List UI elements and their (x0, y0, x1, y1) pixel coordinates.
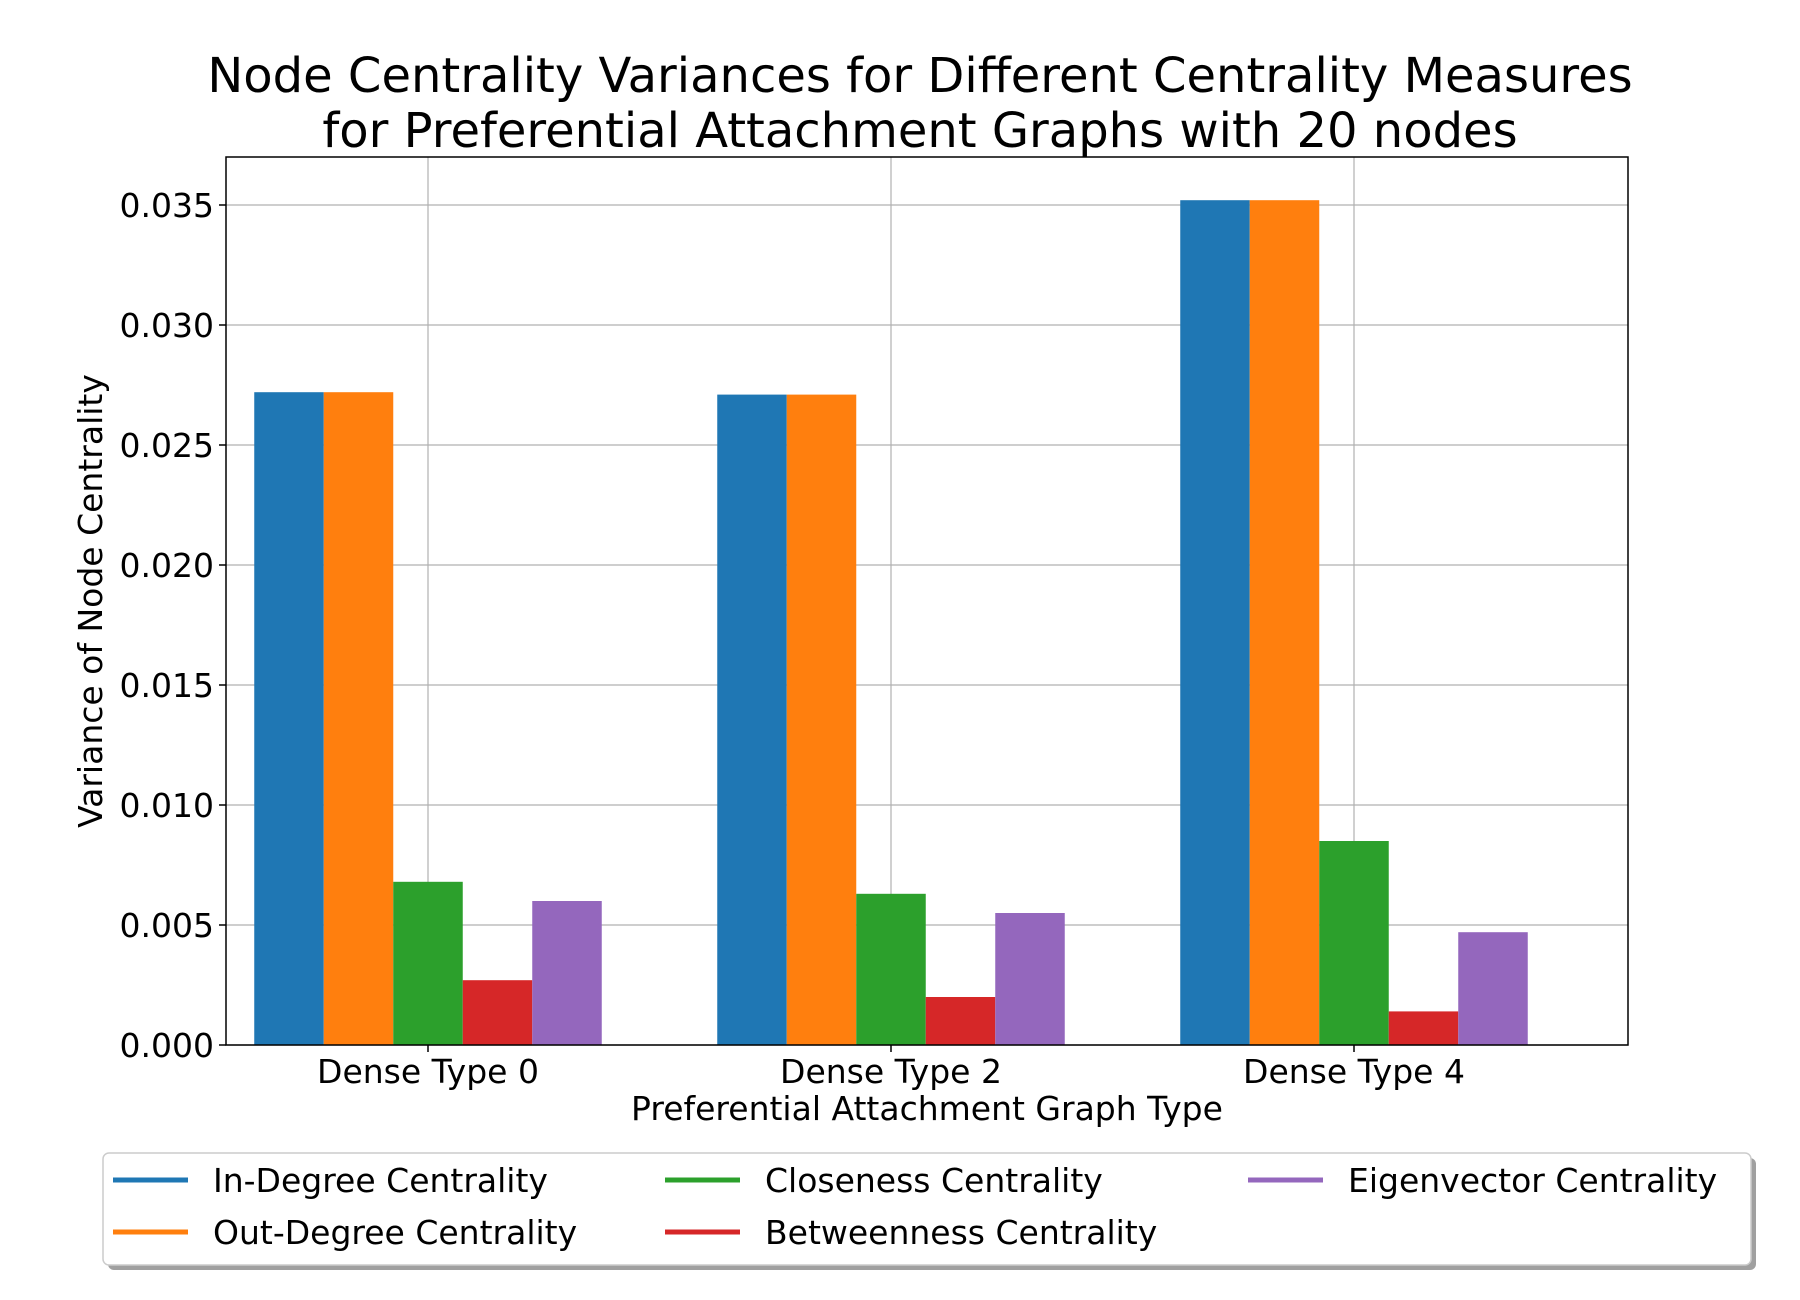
bar-4-1 (462, 980, 533, 1045)
bars (254, 200, 1528, 1046)
chart-title: Node Centrality Variances for Different … (207, 48, 1632, 159)
y-tick-label-1: 0.005 (120, 906, 214, 945)
bar-2-3 (1249, 200, 1320, 1045)
bar-5-3 (1458, 932, 1528, 1045)
y-tick-label-5: 0.025 (120, 426, 214, 465)
legend-label-3: Closeness Centrality (765, 1161, 1103, 1200)
bar-4-3 (1388, 1011, 1459, 1045)
legend-label-5: Eigenvector Centrality (1348, 1161, 1717, 1200)
bar-3-2 (856, 893, 926, 1045)
y-axis-label: Variance of Node Centrality (71, 374, 110, 828)
legend: In-Degree Centrality Out-Degree Centralit… (102, 1152, 1756, 1270)
plot-frame (225, 156, 1629, 1046)
bar-3-3 (1319, 841, 1389, 1045)
y-tick-label-0: 0.000 (120, 1026, 214, 1065)
y-tick-label-2: 0.010 (120, 786, 214, 825)
bar-2-1 (323, 392, 394, 1045)
bar-4-2 (925, 997, 996, 1045)
y-axis: 0.000 0.005 0.010 0.015 0.020 0.025 0.030 0.035 (120, 186, 226, 1065)
bar-1-2 (717, 394, 787, 1046)
bar-5-1 (532, 901, 602, 1045)
y-tick-label-6: 0.030 (120, 306, 214, 345)
x-tick-label-0: Dense Type 0 (317, 1052, 539, 1091)
y-tick-label-7: 0.035 (120, 186, 214, 225)
legend-box (102, 1152, 1752, 1266)
y-tick-label-4: 0.020 (120, 546, 214, 585)
legend-label-1: In-Degree Centrality (213, 1161, 548, 1200)
chart-title-line-2: for Preferential Attachment Graphs with … (322, 103, 1517, 159)
bar-2-2 (786, 394, 857, 1046)
x-tick-label-1: Dense Type 2 (780, 1052, 1002, 1091)
x-axis: Dense Type 0 Dense Type 2 Dense Type 4 (317, 1045, 1465, 1091)
bar-1-1 (254, 392, 324, 1045)
y-tick-label-3: 0.015 (120, 666, 214, 705)
legend-label-2: Out-Degree Centrality (213, 1213, 577, 1252)
bar-1-3 (1180, 200, 1250, 1045)
legend-label-4: Betweenness Centrality (765, 1213, 1157, 1252)
bar-5-2 (995, 913, 1065, 1045)
x-axis-label: Preferential Attachment Graph Type (631, 1089, 1223, 1128)
chart-title-line-1: Node Centrality Variances for Different … (207, 48, 1632, 104)
x-tick-label-2: Dense Type 4 (1243, 1052, 1465, 1091)
bar-3-1 (393, 881, 463, 1045)
